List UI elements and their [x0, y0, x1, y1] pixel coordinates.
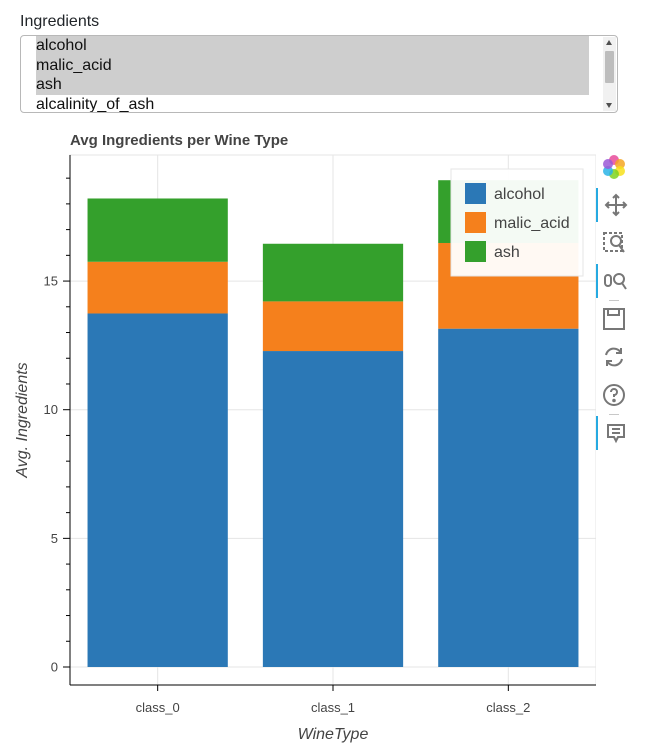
scroll-up-icon[interactable]	[606, 40, 612, 45]
bar-alcohol-class-2	[438, 328, 579, 667]
multiselect-scrollbar[interactable]	[603, 37, 616, 111]
x-tick-label: class_0	[136, 700, 180, 715]
y-axis-label: Avg. Ingredients	[14, 362, 31, 478]
legend-label-malic-acid: malic_acid	[494, 215, 570, 232]
bar-malic-acid-class-1	[262, 301, 404, 352]
chart-title: Avg Ingredients per Wine Type	[70, 132, 288, 149]
bar-malic-acid-class-0	[87, 261, 228, 314]
option-alcalinity-of-ash[interactable]: alcalinity_of_ash	[36, 95, 155, 113]
wheel-zoom-icon[interactable]	[596, 264, 634, 298]
x-tick-label: class_1	[311, 700, 355, 715]
y-tick-label: 5	[51, 531, 58, 546]
ingredients-label: Ingredients	[20, 13, 100, 30]
y-tick-label: 15	[44, 274, 58, 289]
hover-icon[interactable]	[596, 416, 634, 450]
stacked-bar-chart: Avg Ingredients per Wine Type 0 5 10 15 clas…	[14, 132, 596, 743]
scroll-thumb[interactable]	[605, 51, 614, 83]
toolbar-separator	[609, 300, 619, 301]
x-axis-label: WineType	[298, 726, 369, 743]
axes: 0 5 10 15 class_0 class_1 class_2	[44, 155, 596, 715]
pan-icon[interactable]	[596, 188, 634, 222]
option-ash[interactable]: ash	[36, 75, 589, 95]
legend-swatch-malic-acid	[465, 212, 486, 233]
x-tick-label: class_2	[486, 700, 530, 715]
scroll-down-icon[interactable]	[606, 103, 612, 108]
bokeh-logo-icon[interactable]	[596, 150, 632, 184]
option-alcohol[interactable]: alcohol	[36, 36, 589, 56]
bar-alcohol-class-1	[262, 351, 404, 667]
save-icon[interactable]	[596, 302, 632, 336]
legend-swatch-alcohol	[465, 183, 486, 204]
legend-label-ash: ash	[494, 244, 520, 261]
option-malic-acid[interactable]: malic_acid	[36, 55, 589, 75]
bar-alcohol-class-0	[87, 313, 228, 667]
legend-swatch-ash	[465, 241, 486, 262]
bar-ash-class-1	[262, 243, 404, 302]
reset-icon[interactable]	[596, 340, 632, 374]
bar-ash-class-0	[87, 198, 228, 262]
legend-label-alcohol: alcohol	[494, 186, 545, 203]
toolbar-separator	[609, 414, 619, 415]
ingredients-multiselect[interactable]: alcohol malic_acid ash alcalinity_of_ash	[20, 35, 618, 113]
y-tick-label: 0	[51, 659, 58, 674]
box-zoom-icon[interactable]	[596, 226, 632, 260]
y-tick-label: 10	[44, 402, 58, 417]
help-icon[interactable]	[596, 378, 632, 412]
